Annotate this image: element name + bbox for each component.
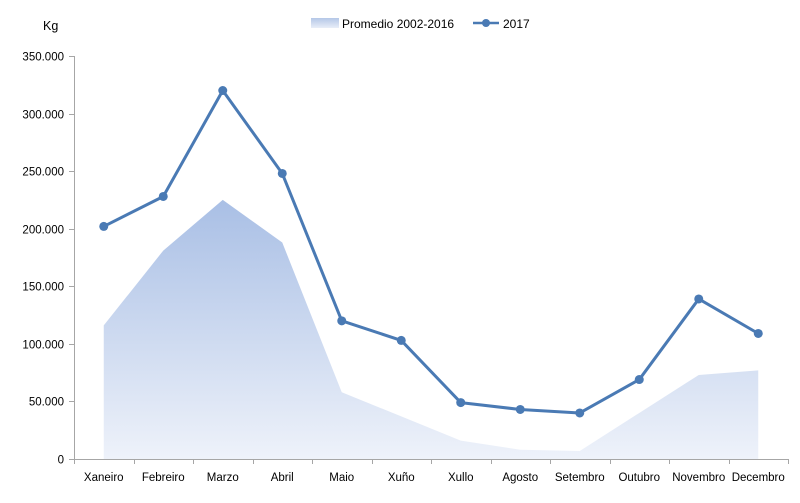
y-axis-unit-label: Kg — [43, 19, 58, 33]
x-tick-label: Xaneiro — [84, 472, 124, 484]
legend-label-2017: 2017 — [503, 17, 530, 31]
line-2017-point — [753, 328, 763, 338]
legend: Promedio 2002-2016 2017 — [311, 17, 530, 31]
area-average-fill — [103, 199, 759, 459]
y-ticks: 0 50.000 100.000 150.000 200.000 250.000 300.0… — [22, 52, 74, 467]
x-tick-label: Maio — [329, 472, 354, 484]
y-tick-label: 0 — [58, 455, 64, 467]
line-2017-point — [158, 191, 168, 201]
line-2017-point — [396, 335, 406, 345]
line-2017-path — [103, 89, 760, 415]
line-2017-point — [694, 294, 704, 304]
y-tick-label: 300.000 — [22, 110, 64, 122]
y-tick-label: 200.000 — [22, 225, 64, 237]
y-tick-label: 100.000 — [22, 340, 64, 352]
x-ticks: Xaneiro Febreiro Marzo Abril Maio Xuño Xullo Ag… — [74, 459, 789, 484]
x-tick-label: Outubro — [618, 472, 660, 484]
line-2017-point — [575, 408, 585, 418]
line-2017-point — [218, 86, 228, 96]
legend-swatch-average — [311, 18, 339, 28]
x-tick-label: Xuño — [388, 472, 415, 484]
x-tick-label: Febreiro — [142, 472, 185, 484]
y-tick-label: 50.000 — [29, 397, 64, 409]
x-tick-label: Abril — [271, 472, 294, 484]
line-2017-point — [634, 375, 644, 385]
legend-swatch-2017-marker — [482, 19, 490, 27]
y-tick-label: 350.000 — [22, 52, 64, 64]
series-2017-line — [99, 86, 763, 418]
x-tick-label: Setembro — [555, 472, 605, 484]
x-tick-label: Marzo — [207, 472, 239, 484]
x-tick-label: Agosto — [502, 472, 538, 484]
line-2017-point — [277, 168, 287, 178]
line-2017-point — [456, 398, 466, 408]
x-tick-label: Decembro — [732, 472, 785, 484]
line-2017-point — [515, 404, 525, 414]
series-average-area — [103, 199, 759, 459]
y-tick-label: 250.000 — [22, 167, 64, 179]
line-2017-point — [337, 316, 347, 326]
legend-label-average: Promedio 2002-2016 — [342, 17, 454, 31]
line-2017-point — [99, 221, 109, 231]
x-tick-label: Novembro — [672, 472, 725, 484]
x-tick-label: Xullo — [448, 472, 474, 484]
y-tick-label: 150.000 — [22, 282, 64, 294]
